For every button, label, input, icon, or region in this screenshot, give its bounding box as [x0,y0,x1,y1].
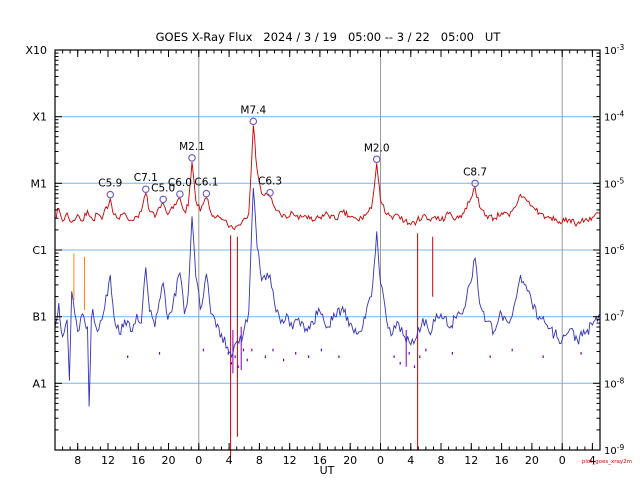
svg-text:16: 16 [131,454,145,467]
svg-text:8: 8 [256,454,263,467]
svg-text:C6.0: C6.0 [168,177,192,189]
svg-text:M7.4: M7.4 [240,104,266,116]
svg-text:C6.3: C6.3 [258,176,282,188]
svg-text:0: 0 [377,454,384,467]
svg-text:M1: M1 [31,177,48,190]
svg-text:20: 20 [343,454,357,467]
watermark: plot_goes_xray2m [582,459,632,465]
svg-text:8: 8 [438,454,445,467]
svg-text:C6.1: C6.1 [194,177,218,189]
svg-text:0: 0 [559,454,566,467]
svg-text:C5.9: C5.9 [98,178,122,190]
svg-text:10-6: 10-6 [604,243,624,257]
svg-text:B1: B1 [32,311,47,324]
svg-text:C7.1: C7.1 [134,172,158,184]
svg-text:M2.1: M2.1 [179,141,205,153]
svg-text:10-3: 10-3 [604,43,624,57]
svg-text:20: 20 [525,454,539,467]
svg-text:10-9: 10-9 [604,443,624,457]
svg-text:16: 16 [495,454,509,467]
svg-text:4: 4 [589,454,596,467]
svg-text:X10: X10 [25,44,47,57]
svg-text:10-7: 10-7 [604,310,624,324]
svg-text:C5.0: C5.0 [151,182,175,194]
svg-text:8: 8 [74,454,81,467]
svg-text:10-4: 10-4 [604,110,624,124]
svg-text:20: 20 [162,454,176,467]
svg-text:16: 16 [313,454,327,467]
svg-text:4: 4 [226,454,233,467]
plot-area: C5.9 C7.1C5.0C6.0 M2.1 C6.1 M7.4 C6.3 M2.0 C8.7… [25,43,624,467]
svg-text:4: 4 [407,454,414,467]
svg-text:A1: A1 [32,377,47,390]
svg-text:12: 12 [101,454,115,467]
chart-title: GOES X-Ray Flux 2024 / 3 / 19 05:00 -- 3… [156,30,502,44]
svg-text:C8.7: C8.7 [463,166,487,178]
svg-text:10-5: 10-5 [604,176,624,190]
x-axis-label: UT [320,464,335,477]
svg-text:12: 12 [283,454,297,467]
svg-text:0: 0 [195,454,202,467]
svg-text:M2.0: M2.0 [364,142,390,154]
svg-text:C1: C1 [32,244,47,257]
svg-text:12: 12 [464,454,478,467]
svg-text:10-8: 10-8 [604,376,624,390]
svg-text:X1: X1 [32,111,47,124]
